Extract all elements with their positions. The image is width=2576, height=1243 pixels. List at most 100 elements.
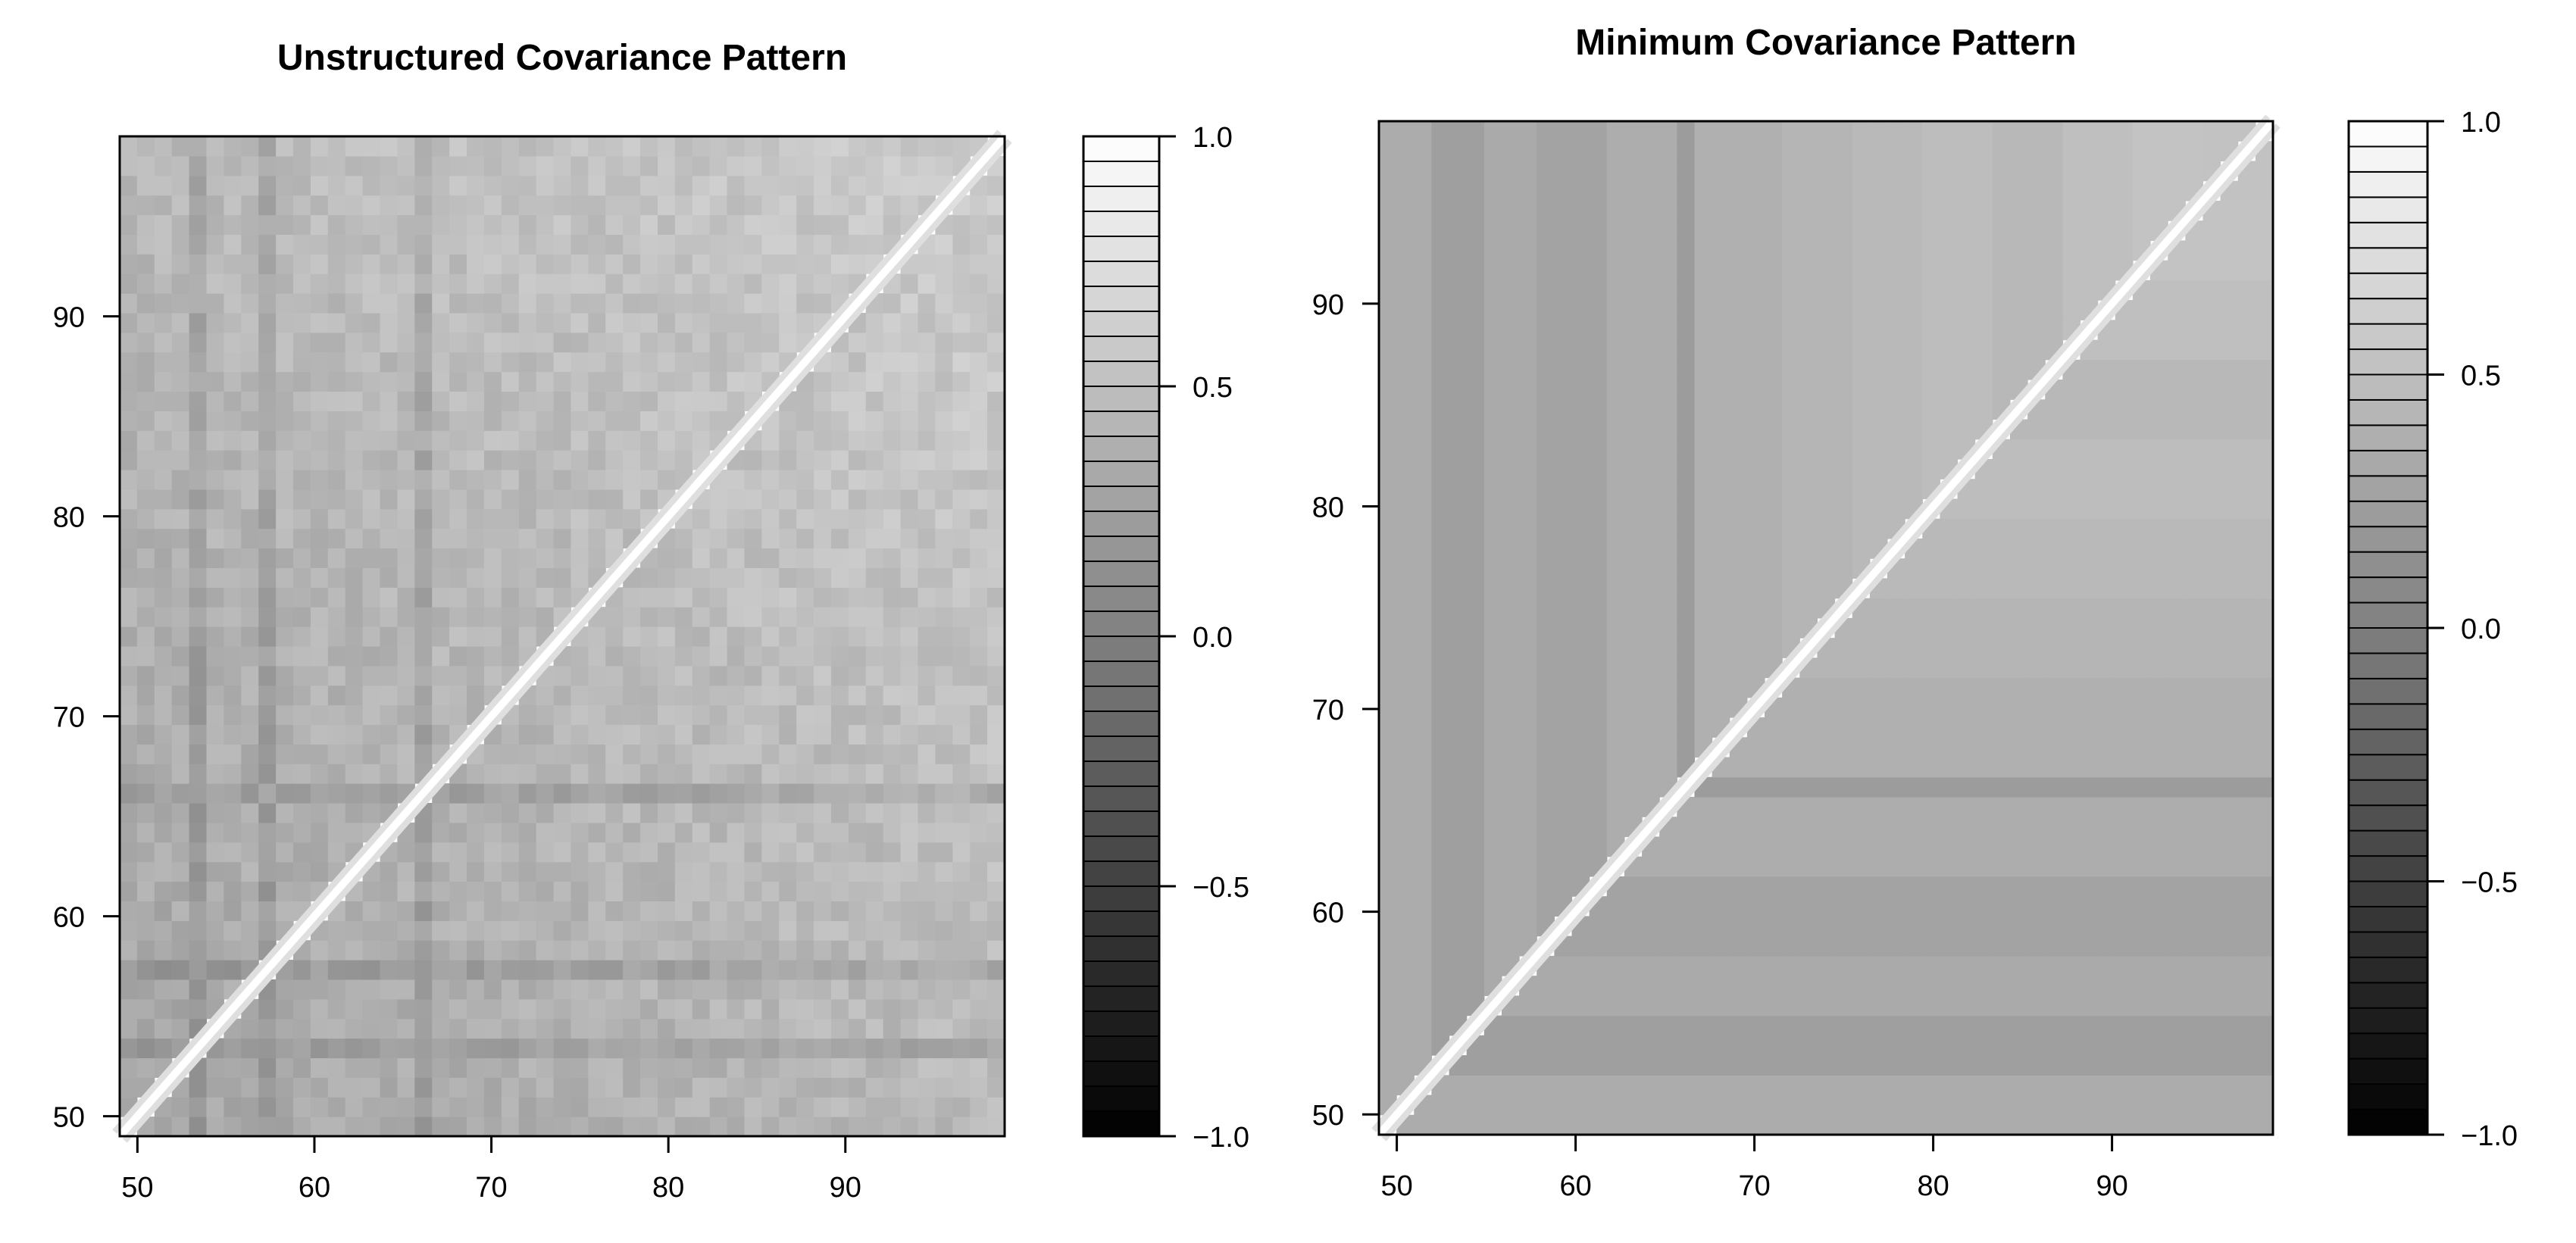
- colorbar-segment: [1083, 236, 1160, 262]
- heatmap-cell: [623, 155, 641, 176]
- heatmap-cell: [970, 214, 988, 236]
- heatmap-cell: [1379, 757, 1397, 778]
- heatmap-cell: [900, 371, 919, 392]
- heatmap-cell: [830, 214, 849, 236]
- heatmap-cell: [1449, 836, 1468, 857]
- heatmap-cell: [1765, 876, 1783, 897]
- heatmap-cell: [2132, 935, 2151, 957]
- heatmap-cell: [449, 940, 467, 960]
- heatmap-cell: [432, 567, 450, 588]
- heatmap-cell: [952, 391, 971, 411]
- heatmap-cell: [1905, 896, 1923, 917]
- heatmap-cell: [709, 783, 728, 804]
- heatmap-cell: [1957, 498, 1976, 520]
- heatmap-cell: [1799, 1055, 1818, 1076]
- heatmap-cell: [900, 1117, 919, 1137]
- heatmap-cell: [1799, 797, 1818, 817]
- heatmap-cell: [397, 508, 415, 529]
- heatmap-cell: [883, 998, 902, 1020]
- heatmap-cell: [1642, 240, 1660, 261]
- heatmap-cell: [970, 960, 988, 980]
- heatmap-cell: [449, 351, 467, 373]
- heatmap-cell: [623, 940, 641, 960]
- heatmap-cell: [1940, 598, 1959, 619]
- heatmap-cell: [258, 744, 277, 764]
- heatmap-cell: [1379, 896, 1397, 917]
- heatmap-cell: [1554, 399, 1573, 420]
- heatmap-cell: [848, 371, 867, 392]
- heatmap-cell: [1589, 976, 1608, 996]
- heatmap-cell: [1519, 617, 1537, 639]
- heatmap-cell: [1940, 1114, 1959, 1135]
- heatmap-cell: [1483, 320, 1502, 341]
- heatmap-cell: [796, 645, 814, 667]
- heatmap-cell: [900, 1077, 919, 1098]
- heatmap-cell: [1782, 797, 1800, 817]
- heatmap-cell: [483, 195, 502, 216]
- heatmap-cell: [120, 351, 138, 373]
- heatmap-cell: [2062, 1035, 2081, 1056]
- heatmap-cell: [1694, 1055, 1713, 1076]
- heatmap-cell: [935, 293, 953, 314]
- heatmap-cell: [2168, 817, 2186, 838]
- heatmap-cell: [1940, 300, 1959, 320]
- heatmap-cell: [1466, 836, 1485, 857]
- heatmap-cell: [1537, 1015, 1555, 1036]
- heatmap-cell: [744, 489, 762, 510]
- heatmap-cell: [970, 195, 988, 216]
- heatmap-cell: [1466, 459, 1485, 479]
- heatmap-cell: [1606, 339, 1625, 361]
- heatmap-cell: [814, 803, 832, 823]
- heatmap-cell: [1501, 935, 1520, 957]
- heatmap-cell: [657, 842, 676, 863]
- heatmap-cell: [241, 724, 259, 745]
- heatmap-cell: [1519, 578, 1537, 599]
- heatmap-cell: [1571, 856, 1590, 877]
- heatmap-cell: [397, 450, 415, 470]
- heatmap-cell: [1659, 995, 1677, 1017]
- heatmap-cell: [1624, 180, 1643, 201]
- heatmap-cell: [2062, 598, 2081, 619]
- heatmap-cell: [1852, 737, 1871, 758]
- heatmap-cell: [2185, 697, 2204, 718]
- heatmap-cell: [1729, 180, 1748, 201]
- heatmap-cell: [449, 665, 467, 686]
- heatmap-cell: [2185, 657, 2204, 679]
- heatmap-cell: [1940, 180, 1959, 201]
- heatmap-cell: [2115, 479, 2134, 500]
- heatmap-cell: [1414, 617, 1433, 639]
- heatmap-cell: [830, 155, 849, 176]
- heatmap-cell: [414, 450, 433, 470]
- heatmap-cell: [2168, 657, 2186, 679]
- heatmap-cell: [588, 783, 606, 804]
- heatmap-cell: [1466, 817, 1485, 838]
- heatmap-cell: [380, 645, 399, 667]
- heatmap-cell: [709, 607, 728, 627]
- heatmap-cell: [276, 998, 294, 1020]
- heatmap-cell: [744, 645, 762, 667]
- heatmap-cell: [830, 960, 849, 980]
- heatmap-cell: [727, 783, 746, 804]
- heatmap-cell: [1606, 320, 1625, 341]
- heatmap-cell: [483, 940, 502, 960]
- heatmap-cell: [136, 273, 155, 294]
- heatmap-cell: [414, 195, 433, 216]
- heatmap-cell: [362, 704, 381, 726]
- heatmap-cell: [640, 214, 658, 236]
- heatmap-cell: [467, 273, 485, 294]
- heatmap-cell: [1869, 916, 1888, 937]
- heatmap-cell: [588, 940, 606, 960]
- heatmap-cell: [848, 724, 867, 745]
- heatmap-cell: [1537, 498, 1555, 520]
- heatmap-cell: [987, 861, 1005, 882]
- heatmap-cell: [1694, 459, 1713, 479]
- heatmap-cell: [362, 332, 381, 353]
- heatmap-cell: [1537, 161, 1555, 182]
- heatmap-cell: [276, 665, 294, 686]
- heatmap-cell: [136, 940, 155, 960]
- heatmap-cell: [154, 293, 173, 314]
- heatmap-cell: [1589, 479, 1608, 500]
- heatmap-cell: [2150, 916, 2168, 937]
- heatmap-cell: [136, 744, 155, 764]
- heatmap-cell: [796, 411, 814, 431]
